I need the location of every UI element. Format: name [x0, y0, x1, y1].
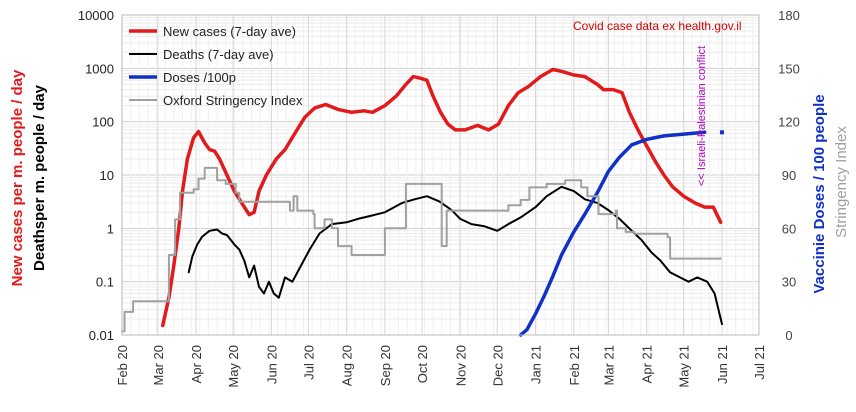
x-tick-label: Jul 20: [301, 345, 316, 380]
y-left-tick-label: 0.1: [96, 275, 114, 290]
y-right-tick-label: 0: [785, 328, 792, 343]
x-tick-label: Feb 20: [115, 345, 130, 385]
chart-series-lines: [121, 67, 724, 337]
y-left-axis-label: New cases per m. people / day: [9, 69, 26, 286]
x-tick-label: Jun 21: [715, 345, 730, 384]
y-left-axis-label-2: Deathsper m. people / day: [31, 84, 48, 271]
series-line-1: [187, 185, 723, 326]
plot-frame: [121, 14, 760, 336]
x-tick-label: Jan 21: [529, 345, 544, 384]
x-tick-label: Aug 20: [340, 345, 355, 386]
x-tick-label: Jun 20: [264, 345, 279, 384]
source-note: Covid case data ex health.gov.il: [573, 19, 742, 33]
x-tick-label: May 21: [677, 345, 692, 388]
y-left-tick-label: 10: [100, 168, 114, 183]
y-left-tick-label: 1: [107, 221, 114, 236]
x-tick-label: Oct 20: [415, 345, 430, 383]
x-tick-label: Sep 20: [378, 345, 393, 386]
legend-label-2: Doses /100p: [163, 70, 236, 85]
x-tick-label: Apr 20: [189, 345, 204, 383]
legend-label-1: Deaths (7-day ave): [163, 47, 274, 62]
legend-label-3: Oxford Stringency Index: [163, 93, 303, 108]
chart-legend: New cases (7-day ave) Deaths (7-day ave) D…: [129, 24, 303, 108]
y-left-tick-label: 0.01: [89, 328, 114, 343]
y-left-tick-label: 100: [92, 115, 114, 130]
y-right-axis-label-2: Stringency Index: [833, 126, 850, 238]
y-right-tick-label: 60: [782, 221, 796, 236]
y-right-tick-label: 150: [778, 61, 800, 76]
conflict-annotation: << Israeli-Palestinian conflict: [696, 46, 708, 186]
x-tick-label: Jul 21: [752, 345, 767, 380]
y-left-tick-label: 10000: [78, 8, 114, 23]
x-tick-label: Feb 21: [567, 345, 582, 385]
x-tick-label: Mar 20: [151, 345, 166, 385]
series-line-3: [121, 166, 722, 333]
series-line-0: [160, 67, 723, 328]
x-tick-label: Nov 20: [453, 345, 468, 386]
x-tick-label: Apr 21: [640, 345, 655, 383]
series-line-2: [518, 130, 707, 337]
y-right-tick-label: 90: [782, 168, 796, 183]
y-right-tick-label: 180: [778, 8, 800, 23]
y-right-tick-label: 30: [782, 275, 796, 290]
y-right-tick-label: 120: [778, 115, 800, 130]
legend-label-0: New cases (7-day ave): [163, 24, 296, 39]
x-tick-label: Dec 20: [490, 345, 505, 386]
y-right-axis-label: Vaccinie Doses / 100 people: [811, 94, 828, 293]
x-tick-label: Mar 21: [601, 345, 616, 385]
x-tick-label: May 20: [226, 345, 241, 388]
chart-axes: 0.01 0.1 1 10 100 1000 10000 0 30 60 90 120 150 180 Fe…: [78, 8, 800, 388]
y-left-tick-label: 1000: [85, 61, 114, 76]
chart-grid: [121, 14, 760, 336]
